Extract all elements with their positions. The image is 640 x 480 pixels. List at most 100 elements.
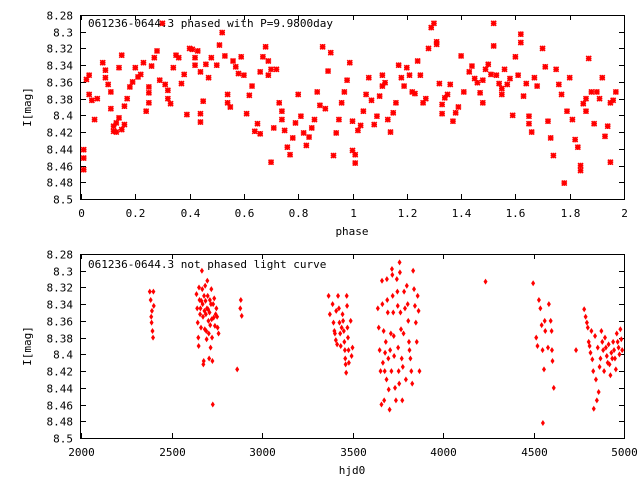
- data-point: [569, 116, 576, 123]
- data-point: [210, 401, 215, 408]
- data-point: [235, 70, 242, 77]
- data-point: [289, 134, 296, 142]
- data-point: [396, 368, 401, 375]
- data-point: [333, 337, 338, 344]
- data-point: [572, 136, 579, 143]
- data-point: [178, 80, 185, 87]
- data-point: [197, 68, 204, 75]
- data-point: [515, 72, 522, 79]
- data-point: [341, 317, 346, 324]
- data-point: [490, 20, 497, 27]
- data-point: [151, 288, 156, 295]
- y-axis-label-phased: I[mag]: [21, 87, 34, 127]
- data-point: [140, 59, 147, 66]
- data-point: [343, 361, 348, 368]
- data-point: [183, 111, 190, 118]
- phased-light-curve-chart: 0 0.2 0.4 0.6 0.8 1 1.2 1.4 1.6 1.8 2 8.288.38.328…: [21, 10, 628, 239]
- data-point: [547, 134, 554, 142]
- data-point: [563, 108, 571, 115]
- data-point: [195, 319, 200, 326]
- data-point: [517, 39, 524, 46]
- data-point: [400, 397, 405, 404]
- data-point: [615, 338, 620, 345]
- data-point: [137, 71, 144, 78]
- data-point: [175, 54, 182, 61]
- data-point: [273, 66, 280, 73]
- data-point: [405, 301, 410, 308]
- data-point: [380, 277, 385, 284]
- data-point: [542, 63, 549, 70]
- data-point: [243, 110, 250, 117]
- data-point: [399, 355, 404, 362]
- data-point: [380, 301, 385, 308]
- data-point: [365, 74, 372, 81]
- data-point: [148, 297, 153, 303]
- data-point: [441, 94, 448, 101]
- x-tick-label: 2500: [159, 446, 186, 459]
- data-point: [395, 62, 402, 69]
- data-point: [336, 305, 341, 312]
- data-point: [577, 167, 584, 174]
- chart-title-phased: 061236-0644.3 phased with P=9.9800day: [88, 17, 333, 30]
- x-tick-label: 3000: [249, 446, 276, 459]
- data-point: [543, 327, 548, 334]
- data-point: [373, 113, 381, 120]
- data-point: [386, 355, 391, 362]
- data-point: [215, 324, 220, 331]
- data-point: [327, 49, 334, 56]
- data-point: [604, 123, 611, 130]
- data-point: [191, 54, 199, 61]
- data-point: [385, 297, 390, 303]
- data-point: [172, 52, 180, 59]
- data-point: [265, 72, 272, 79]
- data-point: [485, 61, 492, 68]
- y-tick-label: 8.46: [47, 400, 74, 413]
- data-point: [398, 309, 403, 316]
- data-points-unphased: [147, 259, 625, 426]
- data-point: [170, 64, 177, 71]
- data-point: [342, 347, 347, 354]
- data-point: [602, 368, 607, 375]
- data-point: [396, 344, 401, 351]
- data-point: [206, 317, 211, 324]
- data-point: [412, 302, 417, 309]
- data-point: [164, 87, 171, 94]
- data-point: [292, 119, 299, 126]
- data-point: [541, 366, 546, 373]
- data-point: [267, 159, 275, 166]
- data-point: [257, 130, 264, 137]
- data-point: [102, 67, 109, 74]
- data-point: [204, 336, 209, 343]
- data-point: [300, 129, 307, 136]
- data-point: [341, 327, 346, 334]
- y-tick-label: 8.46: [47, 161, 74, 174]
- data-point: [555, 81, 562, 88]
- x-axis-ticks-phased: 0 0.2 0.4 0.6 0.8 1 1.2 1.4 1.6 1.8 2: [78, 15, 628, 220]
- data-point: [199, 324, 204, 331]
- data-point: [102, 74, 109, 81]
- y-tick-label: 8.34: [47, 299, 74, 312]
- data-point: [403, 376, 408, 383]
- data-point: [598, 355, 603, 362]
- data-point: [337, 319, 342, 326]
- data-point: [349, 353, 354, 360]
- data-point: [477, 89, 484, 96]
- data-point: [350, 344, 355, 351]
- data-point: [406, 317, 411, 324]
- data-point: [531, 74, 538, 81]
- data-point: [596, 389, 601, 395]
- y-tick-label: 8.48: [47, 416, 74, 429]
- data-point: [383, 349, 388, 356]
- data-point: [417, 368, 422, 375]
- data-point: [200, 286, 205, 293]
- data-point: [378, 368, 383, 375]
- data-point: [348, 317, 353, 324]
- data-point: [229, 57, 237, 65]
- data-point: [439, 110, 446, 117]
- data-point: [390, 292, 395, 299]
- data-point: [194, 47, 201, 55]
- data-point: [535, 343, 540, 349]
- data-point: [345, 334, 350, 341]
- data-point: [239, 312, 244, 319]
